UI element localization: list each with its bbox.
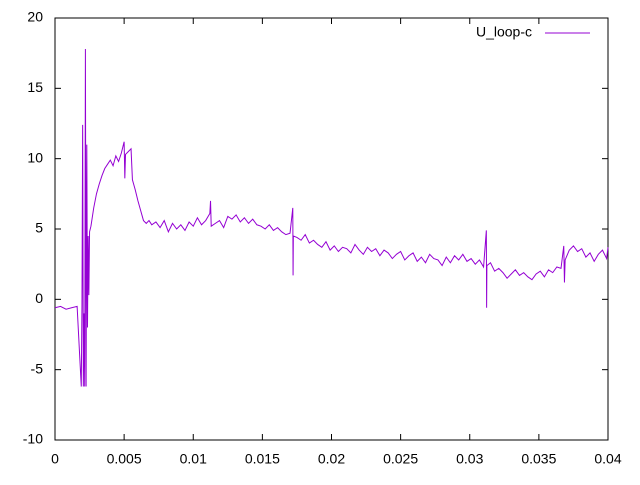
x-tick-label: 0.03 bbox=[456, 451, 483, 467]
x-tick-label: 0.005 bbox=[107, 451, 142, 467]
x-tick-label: 0.025 bbox=[383, 451, 418, 467]
x-tick-label: 0.015 bbox=[245, 451, 280, 467]
y-tick-label: 20 bbox=[27, 9, 43, 25]
legend-label: U_loop-c bbox=[476, 24, 532, 40]
y-tick-label: 5 bbox=[35, 220, 43, 236]
y-tick-label: 10 bbox=[27, 149, 43, 165]
y-tick-label: -5 bbox=[31, 360, 44, 376]
x-tick-label: 0 bbox=[51, 451, 59, 467]
data-line bbox=[54, 48, 609, 387]
y-tick-label: -10 bbox=[23, 431, 43, 447]
plot-frame bbox=[54, 17, 609, 441]
x-tick-label: 0.035 bbox=[521, 451, 556, 467]
y-tick-label: 0 bbox=[35, 290, 43, 306]
y-tick-label: 15 bbox=[27, 79, 43, 95]
x-tick-label: 0.02 bbox=[318, 451, 345, 467]
x-tick-label: 0.04 bbox=[594, 451, 621, 467]
x-tick-label: 0.01 bbox=[180, 451, 207, 467]
